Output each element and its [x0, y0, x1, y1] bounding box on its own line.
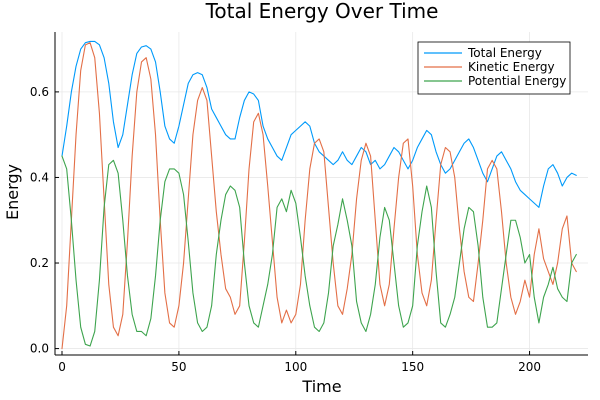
x-tick-label: 0 [58, 360, 66, 374]
total-energy-line [61, 40, 577, 208]
potential-energy-line [61, 155, 577, 347]
chart-title: Total Energy Over Time [205, 0, 439, 23]
y-tick-label: 0.6 [30, 85, 49, 99]
axes-layer: 0 50 100 150 200 0.0 0.2 0.4 0.6 [30, 32, 588, 374]
legend: Total Energy Kinetic Energy Potential En… [417, 41, 571, 95]
y-axis-label: Energy [3, 164, 22, 220]
x-tick-label: 150 [401, 360, 424, 374]
x-tick-label: 100 [284, 360, 307, 374]
x-axis-label: Time [301, 377, 341, 396]
x-tick-label: 50 [171, 360, 186, 374]
kinetic-energy-line [61, 42, 577, 350]
legend-label-total-energy: Total Energy [467, 46, 542, 60]
y-tick-label: 0.4 [30, 170, 49, 184]
legend-label-potential-energy: Potential Energy [468, 74, 566, 88]
legend-box [417, 41, 571, 95]
legend-label-kinetic-energy: Kinetic Energy [468, 60, 555, 74]
series-layer [61, 40, 577, 350]
x-tick-label: 200 [518, 360, 541, 374]
y-tick-label: 0.0 [30, 342, 49, 356]
y-tick-label: 0.2 [30, 256, 49, 270]
